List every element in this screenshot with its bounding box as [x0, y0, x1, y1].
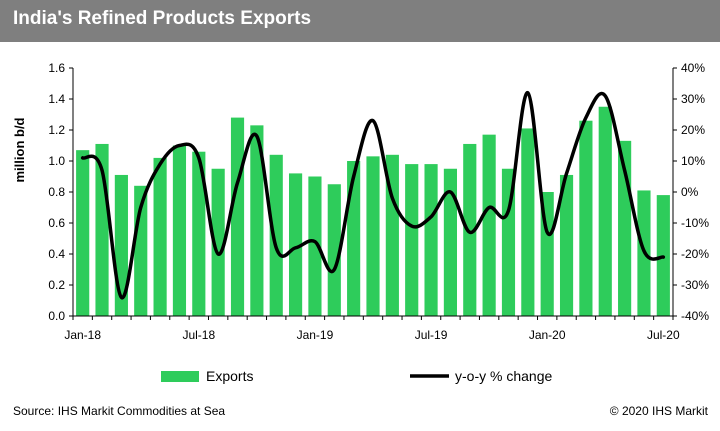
- bar-Jan-19: [308, 176, 322, 316]
- chart-header: India's Refined Products Exports: [0, 0, 720, 42]
- bar-Jun-19: [405, 164, 419, 316]
- bar-Mar-20: [579, 120, 593, 316]
- legend-label-exports: Exports: [206, 368, 253, 384]
- bar-May-19: [385, 154, 399, 316]
- y2-tick-label: 10%: [681, 154, 705, 168]
- y-tick-label: 1.6: [48, 61, 65, 75]
- bar-Jun-18: [172, 145, 187, 316]
- bar-Apr-20: [598, 106, 612, 316]
- y2-tick-label: -40%: [681, 309, 709, 323]
- x-tick-label: Jan-18: [64, 328, 101, 342]
- bar-Feb-20: [559, 174, 574, 316]
- line-series-yoy: [80, 91, 666, 300]
- y-tick-label: 1.4: [48, 92, 65, 106]
- y2-tick-label: 0%: [681, 185, 699, 199]
- y-tick-label: 1.0: [48, 154, 65, 168]
- x-tick-label: Jan-20: [529, 328, 566, 342]
- copyright-note: © 2020 IHS Markit: [609, 404, 708, 418]
- bar-Aug-18: [211, 168, 225, 316]
- x-tick-label: Jan-19: [297, 328, 334, 342]
- x-tick-label: Jul-19: [415, 328, 448, 342]
- y2-tick-label: 30%: [681, 92, 705, 106]
- bar-Jul-19: [424, 164, 438, 316]
- y-tick-label: 0.6: [48, 216, 65, 230]
- x-tick-label: Jul-18: [182, 328, 215, 342]
- bar-Oct-19: [482, 134, 496, 316]
- chart-title: India's Refined Products Exports: [13, 8, 312, 29]
- chart-axes: 0.0 0.2 0.4 0.6 0.8 1.0 1.2 1.4 1.6 -40% -30% -20% -…: [12, 61, 709, 342]
- y-tick-label: 0.0: [48, 309, 65, 323]
- bar-Aug-19: [443, 168, 457, 316]
- bar-Sep-18: [230, 117, 245, 316]
- source-note: Source: IHS Markit Commodities at Sea: [13, 404, 226, 418]
- y-tick-label: 0.2: [48, 278, 65, 292]
- legend-label-yoy: y-o-y % change: [455, 368, 552, 384]
- y2-tick-label: -30%: [681, 278, 709, 292]
- bar-May-18: [153, 157, 167, 316]
- y-axis-title: million b/d: [12, 117, 27, 182]
- y2-tick-label: 20%: [681, 123, 705, 137]
- bar-Nov-19: [501, 168, 516, 316]
- bar-Jan-18: [76, 150, 90, 316]
- bar-Apr-19: [366, 156, 380, 316]
- bar-Sep-19: [463, 143, 477, 316]
- bar-series-exports: [76, 106, 670, 316]
- y-tick-label: 0.8: [48, 185, 65, 199]
- bar-Feb-19: [327, 184, 341, 316]
- y-tick-label: 0.4: [48, 247, 65, 261]
- bar-Jul-18: [192, 151, 206, 316]
- bar-Nov-18: [269, 154, 283, 316]
- y2-tick-label: 40%: [681, 61, 705, 75]
- x-tick-label: Jul-20: [647, 328, 680, 342]
- bar-Dec-19: [521, 128, 535, 316]
- y2-tick-label: -10%: [681, 216, 709, 230]
- y-tick-label: 1.2: [48, 123, 65, 137]
- legend-swatch-exports: [161, 371, 199, 382]
- bar-Oct-18: [250, 125, 264, 316]
- y2-tick-label: -20%: [681, 247, 709, 261]
- line-path-yoy: [80, 91, 666, 300]
- bar-Dec-18: [289, 173, 303, 316]
- legend: Exports y-o-y % change: [161, 368, 552, 384]
